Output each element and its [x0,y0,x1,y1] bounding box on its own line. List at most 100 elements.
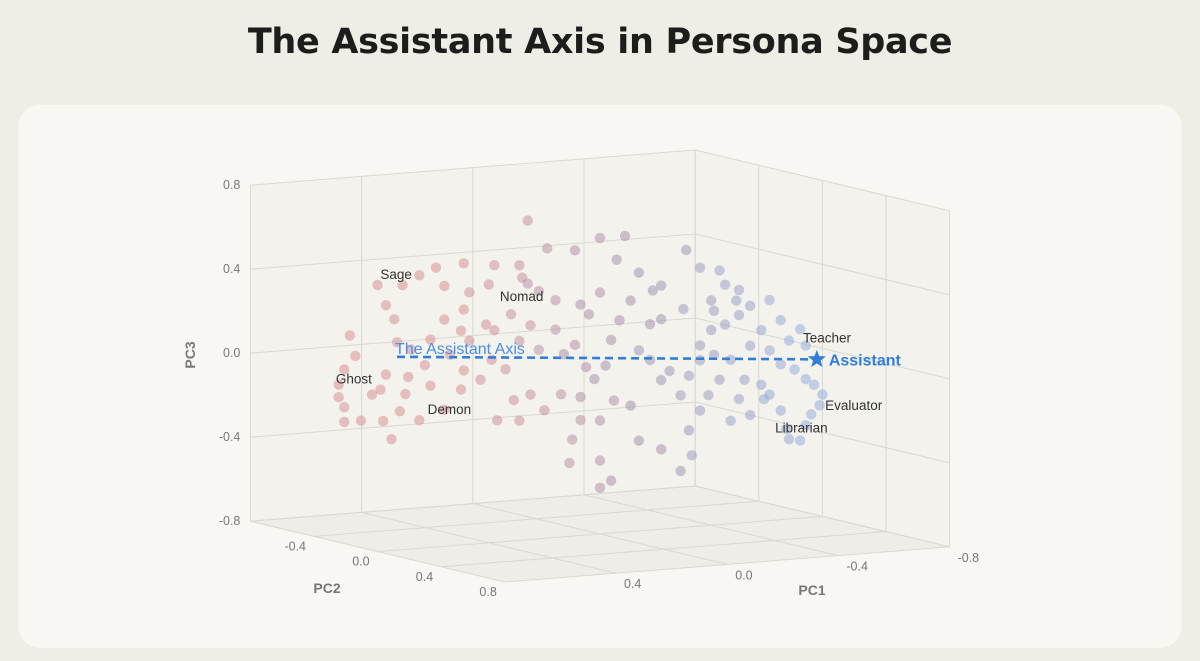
data-point [386,434,397,445]
pc3-axis-title: PC3 [182,341,198,368]
data-point [458,365,469,376]
data-point [781,423,792,435]
data-point [483,279,494,290]
pc1-axis-title: PC1 [798,582,825,598]
floor-gridline [504,546,950,583]
data-point [655,313,667,325]
data-point [550,295,561,306]
data-point [380,369,392,380]
data-point [575,414,586,426]
data-point [694,405,706,416]
data-point [339,364,350,375]
pc1-tick-label: 0.0 [735,568,752,582]
pc3-tick-label: -0.8 [219,514,241,528]
assistant-label: Assistant [829,352,902,369]
data-point [464,335,475,346]
data-point [419,359,431,371]
data-point [575,391,586,403]
data-point [694,354,706,366]
data-point [430,262,442,273]
data-point [391,336,403,348]
data-point [567,434,578,445]
data-point [475,374,486,385]
data-point [375,384,386,395]
data-point [647,285,659,296]
data-point [814,400,825,411]
data-point [455,384,467,395]
assistant-star-icon [807,349,826,368]
data-point [525,389,536,400]
data-point [522,278,533,289]
pc2-tick-label: 0.4 [416,570,433,584]
data-point [425,334,436,345]
data-point [394,406,406,417]
data-point [439,280,450,292]
data-point [489,259,500,271]
data-point [439,314,450,325]
persona-label: Ghost [336,372,372,387]
data-point [533,285,545,297]
data-point [719,319,731,330]
back-wall-gridline [250,233,696,270]
data-point [703,390,714,401]
side-wall-gridline [695,149,950,212]
floor-gridline [377,515,823,553]
data-point [783,434,795,445]
data-point [744,300,756,312]
data-point [439,404,450,416]
data-point [402,371,414,383]
data-point [491,415,503,426]
data-point [480,319,492,330]
data-point [733,393,745,405]
data-point [605,334,617,346]
persona-label: Teacher [803,330,852,345]
data-point [725,354,736,366]
data-point [508,394,520,406]
data-point [458,258,469,269]
data-point [719,279,731,290]
data-point [756,379,767,390]
data-point [800,373,811,385]
data-point [425,380,436,391]
data-point [744,409,756,421]
data-point [756,324,767,336]
data-point [708,305,720,316]
data-point [806,409,817,420]
data-point [564,457,575,469]
data-point [389,314,400,325]
data-point [744,340,756,351]
data-point [514,260,525,271]
data-point [366,389,378,400]
data-point [464,287,475,298]
data-point [800,420,811,431]
data-point [680,244,692,256]
grid-lines [249,149,951,583]
data-point [594,482,606,493]
data-point [605,475,617,486]
data-point [583,309,595,320]
persona-label: Librarian [775,421,828,436]
data-point [355,415,367,426]
pc2-tick-label: 0.0 [352,555,369,569]
data-point [789,364,800,375]
data-point [714,265,725,276]
data-point [644,354,656,366]
data-point [533,344,545,356]
data-point [550,324,561,335]
data-point [678,303,689,315]
data-point [733,284,745,296]
data-point [339,402,350,413]
data-point [489,325,500,336]
pc1-tick-label: 0.4 [624,577,641,591]
assistant-axis-label: The Assistant Axis [395,341,525,358]
side-wall-gridline [695,317,950,380]
persona-label: Evaluator [825,398,883,413]
pc2-tick-label: -0.4 [284,539,306,553]
data-point [414,415,425,426]
data-point [380,300,392,311]
data-point [611,254,622,265]
data-point [783,335,795,346]
data-point [625,400,636,411]
persona-label: Demon [428,402,472,417]
data-point [600,360,611,371]
